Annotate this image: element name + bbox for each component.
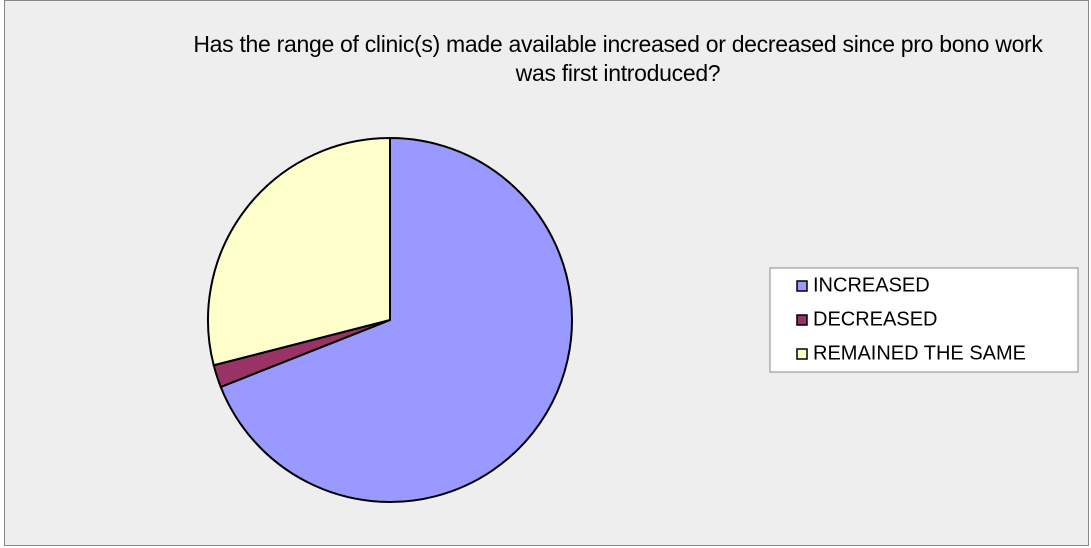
chart-title: Has the range of clinic(s) made availabl… (193, 31, 1043, 86)
legend-swatch (796, 348, 808, 360)
legend-label: INCREASED (813, 274, 930, 296)
legend-swatch (796, 314, 808, 326)
pie-slice (207, 136, 391, 367)
legend-label: DECREASED (813, 308, 937, 330)
pie-slice (219, 136, 573, 503)
legend-label: REMAINED THE SAME (813, 342, 1026, 364)
legend-box (769, 267, 1079, 373)
legend-swatch (796, 280, 808, 292)
